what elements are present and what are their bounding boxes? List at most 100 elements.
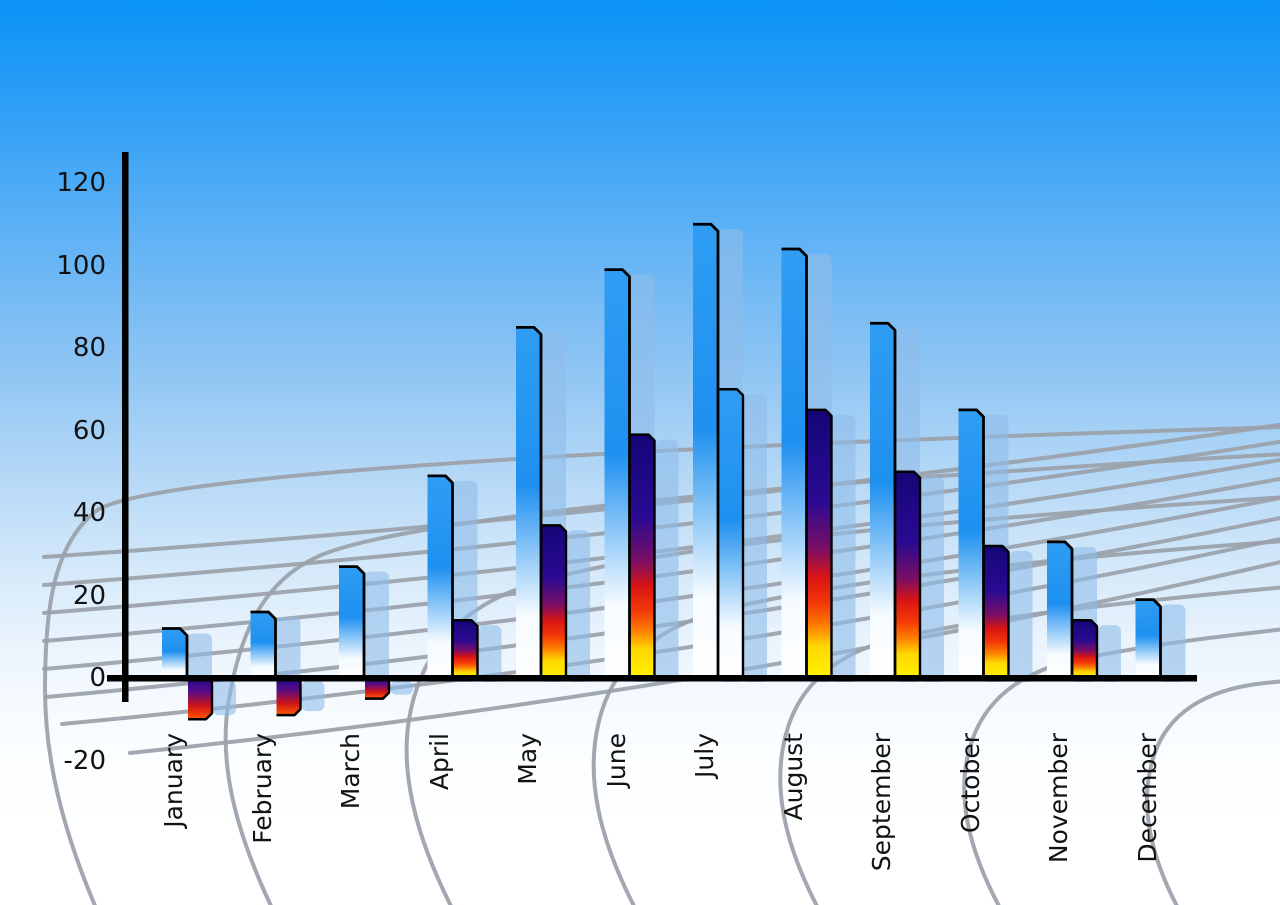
secondary-bar-negative <box>188 676 212 720</box>
primary-bar <box>162 628 187 679</box>
secondary-bar-outline <box>807 408 833 679</box>
secondary-bar-outline <box>542 524 568 679</box>
bar-group-august <box>781 247 856 682</box>
grid-fan-line <box>42 422 1280 559</box>
x-month-label: August <box>778 733 808 821</box>
secondary-bar <box>542 525 566 679</box>
grid-ring <box>1145 679 1280 905</box>
bar-group-january <box>162 627 236 721</box>
secondary-bar <box>984 546 1009 679</box>
bar-shadow <box>1009 551 1033 682</box>
y-tick-label: -20 <box>63 745 106 776</box>
grid-fan-line <box>42 457 1280 615</box>
grid-fan-line <box>60 537 1280 726</box>
bar-shadow <box>1160 604 1186 682</box>
grid-fan-line <box>42 439 1280 587</box>
x-month-label: April <box>424 733 454 791</box>
y-tick-label: 0 <box>89 663 106 693</box>
secondary-bar-outline <box>453 619 479 679</box>
secondary-bar-outline <box>276 681 302 717</box>
x-month-label: November <box>1044 733 1073 864</box>
grid-fan-line <box>42 495 1280 671</box>
y-axis-line <box>122 152 129 702</box>
primary-bar-outline <box>604 268 631 679</box>
bar-group-march <box>339 565 413 700</box>
bar-shadow <box>744 394 767 682</box>
x-month-label: July <box>690 733 719 778</box>
primary-bar-outline <box>1047 540 1074 679</box>
secondary-bar-outline <box>984 544 1010 679</box>
x-month-label: May <box>513 733 542 785</box>
bar-shadow <box>567 530 590 682</box>
primary-bar-outline <box>250 610 277 679</box>
secondary-bar <box>630 434 655 679</box>
secondary-bar <box>1073 620 1097 679</box>
primary-bar-outline <box>427 474 454 679</box>
y-tick-label: 40 <box>72 498 106 528</box>
primary-bar-outline <box>1135 598 1162 679</box>
bar-group-november <box>1047 540 1121 682</box>
primary-bar-outline <box>516 325 543 679</box>
y-tick-label: 60 <box>72 415 106 446</box>
bar-shadow <box>275 617 301 682</box>
primary-bar <box>339 566 364 679</box>
y-tick-label: 120 <box>56 168 106 198</box>
primary-bar-outline <box>958 408 985 679</box>
bar-shadow <box>364 571 389 682</box>
primary-bar <box>516 327 541 679</box>
bar-shadow <box>213 681 236 716</box>
grid-fan-line <box>42 476 1280 643</box>
x-axis-line <box>107 675 1197 682</box>
bar-shadow <box>1098 625 1121 682</box>
primary-bar-outline <box>781 247 808 679</box>
secondary-bar-outline <box>896 470 922 679</box>
primary-bar <box>870 323 895 679</box>
secondary-bar-outline <box>365 681 391 700</box>
primary-bar <box>1047 541 1072 679</box>
bar-group-may <box>516 325 590 682</box>
secondary-bar-outline <box>188 681 214 721</box>
primary-bar <box>427 475 453 679</box>
x-month-label: December <box>1132 733 1162 863</box>
primary-bar-outline <box>693 222 720 679</box>
bar-shadow <box>390 681 413 695</box>
primary-bar <box>1135 599 1161 679</box>
secondary-bar <box>807 409 832 679</box>
y-tick-label: 80 <box>72 333 106 363</box>
bar-group-june <box>604 268 679 682</box>
bar-shadow <box>478 625 502 682</box>
secondary-bar-outline <box>1073 619 1099 679</box>
bar-group-september <box>870 321 944 682</box>
y-tick-label: 100 <box>56 250 106 281</box>
bar-shadow <box>301 681 325 712</box>
primary-bar <box>604 269 630 679</box>
secondary-bar-negative <box>365 676 389 699</box>
bar-shadow <box>921 476 944 682</box>
bar-shadow <box>187 633 212 682</box>
bar-group-april <box>427 474 502 682</box>
secondary-bar <box>896 471 920 679</box>
grid-ring <box>962 627 1280 905</box>
secondary-bar-negative <box>276 676 301 716</box>
x-month-label: January <box>159 733 188 828</box>
bar-group-july <box>693 222 767 682</box>
bar-shadow <box>655 439 679 682</box>
bar-shadow <box>832 414 856 682</box>
primary-bar-outline <box>870 321 897 679</box>
x-month-label: February <box>247 733 277 844</box>
primary-bar <box>958 409 984 679</box>
primary-bar <box>250 612 276 679</box>
secondary-bar-outline <box>719 388 745 679</box>
x-month-label: September <box>867 733 896 872</box>
primary-bar <box>693 224 718 679</box>
primary-bar-outline <box>162 627 189 679</box>
grid-ring <box>778 585 1280 905</box>
bar-group-december <box>1135 598 1186 682</box>
x-month-label: March <box>336 733 365 810</box>
secondary-bar <box>453 620 478 679</box>
x-month-label: October <box>955 733 985 834</box>
primary-bar-outline <box>339 565 366 679</box>
y-tick-label: 20 <box>72 580 106 611</box>
